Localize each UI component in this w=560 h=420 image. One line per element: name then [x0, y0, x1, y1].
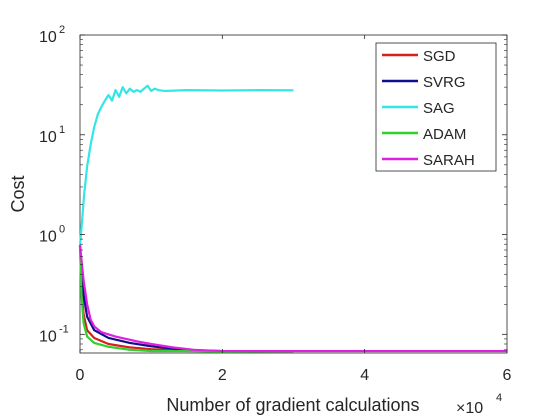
x-axis-multiplier: ×10 4: [456, 392, 502, 417]
y-axis-label: Cost: [8, 175, 28, 212]
x-axis-label: Number of gradient calculations: [166, 395, 419, 415]
x-multiplier-base: ×10: [456, 400, 483, 417]
y-tick-label-base: 10: [39, 328, 57, 345]
series-line-sag: [78, 84, 294, 246]
legend: SGD SVRG SAG ADAM SARAH: [375, 42, 497, 172]
x-tick-label: 6: [503, 367, 512, 384]
legend-entries: SGD SVRG SAG ADAM SARAH: [382, 48, 475, 169]
x-multiplier-exponent: 4: [496, 392, 502, 404]
y-tick-label-exponent: 0: [59, 224, 65, 236]
y-tick-label-exponent: 1: [59, 124, 65, 136]
y-tick-label-base: 10: [39, 29, 57, 46]
series-line-sarah: [78, 245, 507, 353]
series-layer: [78, 84, 507, 353]
legend-label-sarah: SARAH: [423, 152, 475, 169]
y-tick-label-base: 10: [39, 229, 57, 246]
series-line-adam: [78, 245, 294, 353]
legend-label-sag: SAG: [423, 100, 455, 117]
y-tick-label-base: 10: [39, 129, 57, 146]
x-tick-label: 4: [360, 367, 369, 384]
legend-label-svrg: SVRG: [423, 74, 466, 91]
y-tick-label-exponent: -1: [59, 323, 69, 335]
legend-label-sgd: SGD: [423, 48, 456, 65]
legend-label-adam: ADAM: [423, 126, 466, 143]
x-tick-label: 0: [76, 367, 85, 384]
x-tick-label: 2: [218, 367, 227, 384]
y-tick-label-exponent: 2: [59, 24, 65, 36]
